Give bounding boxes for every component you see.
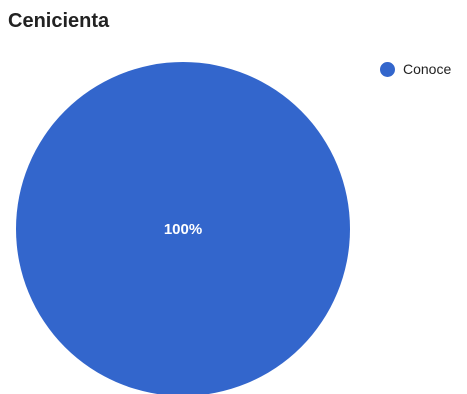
legend: Conoce <box>380 61 451 77</box>
legend-swatch-conoce <box>380 61 395 77</box>
legend-label-conoce: Conoce <box>403 61 452 77</box>
slice-label-conoce: 100% <box>164 221 202 238</box>
pie-slice-conoce <box>16 62 350 394</box>
chart-title: Cenicienta <box>8 10 110 32</box>
pie-slices <box>16 62 350 394</box>
